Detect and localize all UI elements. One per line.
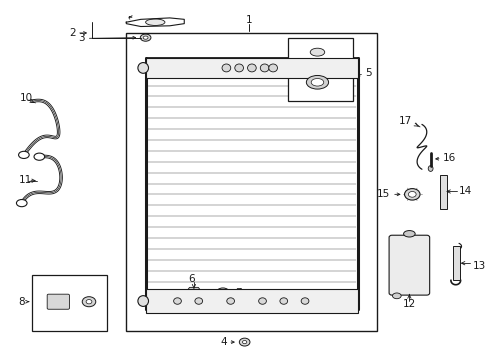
Ellipse shape (34, 153, 44, 160)
Ellipse shape (279, 298, 287, 304)
Ellipse shape (403, 230, 414, 237)
Ellipse shape (306, 76, 328, 89)
Ellipse shape (138, 63, 148, 73)
Text: 9: 9 (217, 62, 224, 72)
FancyBboxPatch shape (47, 294, 69, 309)
Ellipse shape (301, 298, 308, 304)
Bar (145, 289, 357, 313)
Bar (287, 39, 353, 101)
Ellipse shape (309, 48, 324, 56)
Bar (32, 275, 107, 330)
Ellipse shape (173, 298, 181, 304)
Text: 2: 2 (69, 28, 76, 38)
Ellipse shape (19, 151, 29, 158)
Ellipse shape (268, 64, 277, 72)
Ellipse shape (260, 64, 268, 72)
Text: 13: 13 (472, 261, 485, 271)
Ellipse shape (195, 298, 202, 304)
Ellipse shape (310, 78, 323, 86)
Ellipse shape (258, 298, 266, 304)
Ellipse shape (392, 293, 400, 299)
Ellipse shape (407, 192, 415, 197)
Ellipse shape (138, 296, 148, 306)
Text: 6: 6 (188, 274, 194, 284)
Ellipse shape (222, 64, 230, 72)
Bar (126, 33, 377, 330)
FancyBboxPatch shape (388, 235, 429, 295)
Bar (145, 58, 357, 78)
Text: 17: 17 (398, 116, 411, 126)
Ellipse shape (82, 297, 96, 307)
Text: 7: 7 (235, 288, 241, 298)
Ellipse shape (234, 64, 243, 72)
Text: 1: 1 (245, 15, 252, 26)
Ellipse shape (404, 189, 419, 200)
Ellipse shape (242, 341, 246, 344)
Text: 8: 8 (18, 297, 25, 307)
Text: 16: 16 (442, 153, 455, 163)
Ellipse shape (247, 64, 256, 72)
Text: 3: 3 (79, 33, 85, 43)
Ellipse shape (220, 291, 225, 295)
Ellipse shape (226, 298, 234, 304)
Text: 5: 5 (365, 68, 371, 78)
Text: 14: 14 (458, 186, 471, 197)
Ellipse shape (239, 338, 249, 346)
Bar (452, 246, 459, 280)
Bar (439, 175, 446, 209)
Text: 4: 4 (220, 337, 226, 347)
Ellipse shape (427, 166, 432, 171)
Ellipse shape (216, 288, 229, 298)
Ellipse shape (140, 34, 151, 41)
Ellipse shape (143, 36, 148, 39)
Ellipse shape (17, 199, 27, 207)
Text: 12: 12 (402, 299, 415, 309)
Ellipse shape (145, 19, 164, 26)
Ellipse shape (86, 300, 92, 304)
Text: 10: 10 (20, 93, 33, 103)
Text: 15: 15 (377, 189, 390, 199)
Text: 11: 11 (19, 175, 32, 185)
